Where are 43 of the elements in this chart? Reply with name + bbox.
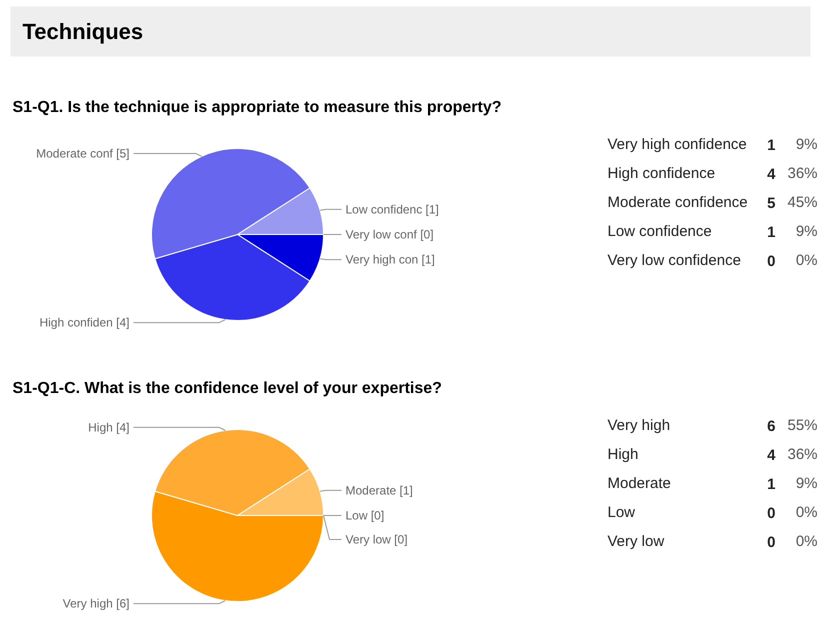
text: 0% <box>796 504 818 521</box>
text: 36% <box>787 446 818 463</box>
category-label: Very low [0] <box>346 532 408 546</box>
text: Very low confidence <box>608 252 741 269</box>
text: 0% <box>796 533 818 550</box>
text: 9% <box>796 475 818 492</box>
legend-label: Low [0] <box>346 508 384 522</box>
text: Techniques <box>22 19 144 44</box>
text: 0 <box>767 505 776 522</box>
text: Very high <box>608 417 670 434</box>
legend-label: Very low conf [0] <box>346 228 434 242</box>
text: 9% <box>796 136 818 153</box>
text: 4 <box>767 166 776 183</box>
text: Low <box>608 504 636 521</box>
chart-title: S1-Q1. Is the technique is appropriate to measure this property? <box>12 99 502 116</box>
text: 0 <box>767 253 776 270</box>
text: 45% <box>787 194 818 211</box>
text: 0% <box>796 252 818 269</box>
slice-label: Very high con [1] <box>346 252 435 267</box>
text: 0 <box>767 534 776 551</box>
text: High <box>608 446 638 463</box>
text: 5 <box>767 195 776 212</box>
text: High confidence <box>608 165 716 182</box>
text: 55% <box>787 417 818 434</box>
text: 4 <box>767 447 776 464</box>
text: 9% <box>796 223 818 240</box>
slice-label: Very high [6] <box>62 596 130 611</box>
text: Low confidence <box>608 223 712 240</box>
text: Very high confidence <box>608 136 747 153</box>
text: 6 <box>767 418 776 435</box>
slice-label: High confiden [4] <box>39 316 130 330</box>
slice-label: Low confidenc [1] <box>346 202 439 216</box>
text: Moderate confidence <box>608 194 748 211</box>
text: Very low <box>608 533 664 550</box>
slice-label: Moderate [1] <box>346 483 413 498</box>
chart-title: S1-Q1-C. What is the confidence level of your expertise? <box>12 380 442 397</box>
text: 1 <box>767 224 776 241</box>
slice-label: High [4] <box>88 420 130 434</box>
slice-label: Moderate conf [5] <box>36 146 130 161</box>
text: 36% <box>787 165 818 182</box>
text: 1 <box>767 476 776 493</box>
text: Moderate <box>608 475 671 492</box>
text: 1 <box>767 137 776 154</box>
